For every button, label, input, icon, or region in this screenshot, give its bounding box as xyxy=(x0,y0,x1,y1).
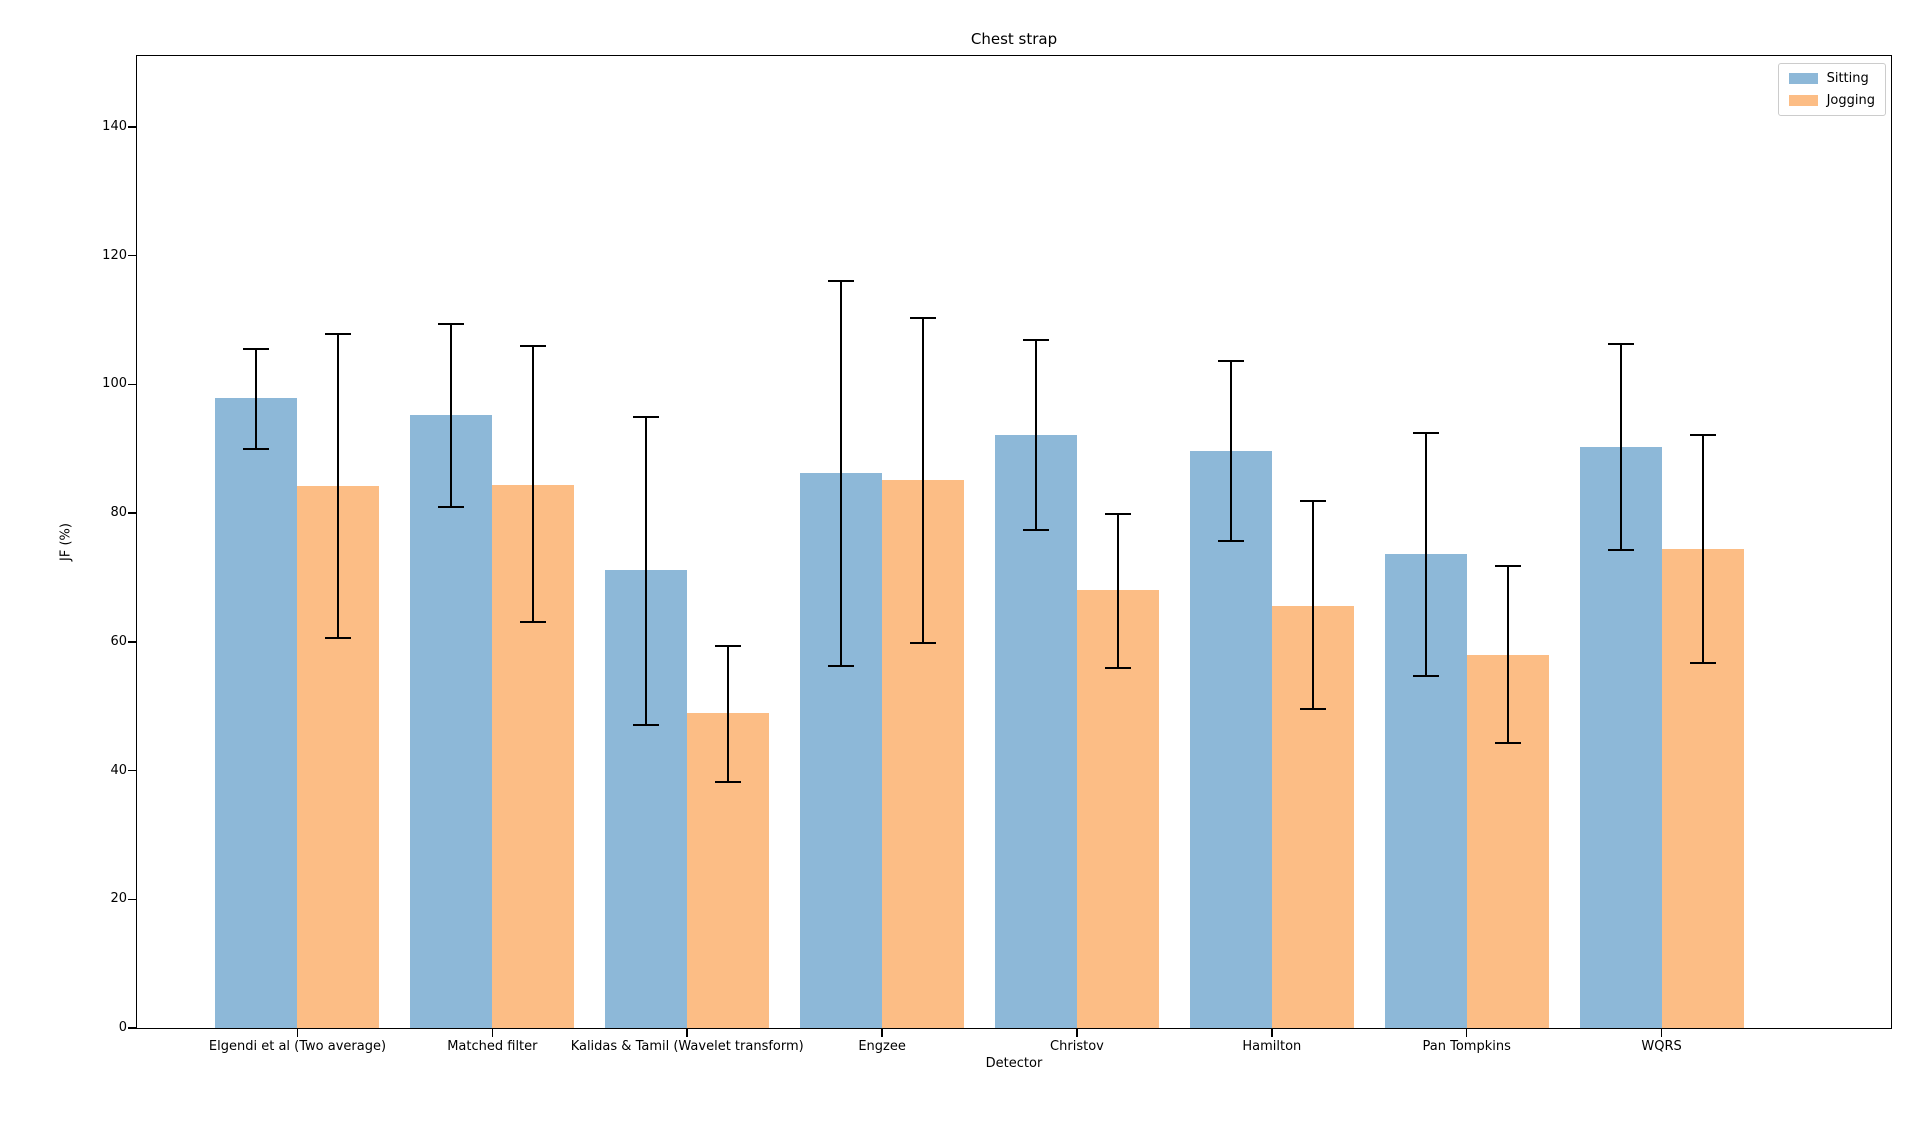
legend-swatch-jogging xyxy=(1788,95,1818,106)
error-bar-cap-bottom xyxy=(1022,528,1049,531)
legend-label-jogging: Jogging xyxy=(1826,93,1875,108)
error-bar-cap-top xyxy=(520,345,547,348)
error-bar-cap-top xyxy=(1689,433,1716,436)
error-bar-cap-bottom xyxy=(633,723,660,726)
legend-entry-jogging: Jogging xyxy=(1788,93,1875,108)
error-bar-cap-bottom xyxy=(1607,548,1634,551)
x-tick-label: Engzee xyxy=(858,1039,906,1054)
error-bar-line xyxy=(922,317,925,644)
legend: Sitting Jogging xyxy=(1777,63,1886,116)
error-bar-cap-top xyxy=(243,347,270,350)
x-tick-label: Hamilton xyxy=(1242,1039,1302,1054)
error-bar-cap-bottom xyxy=(1104,666,1131,669)
error-bar-cap-top xyxy=(828,279,855,282)
error-bar-cap-bottom xyxy=(910,642,937,645)
error-bar-cap-top xyxy=(715,644,742,647)
legend-swatch-sitting xyxy=(1788,73,1818,84)
x-tick-mark xyxy=(1660,1029,1663,1037)
error-bar-cap-bottom xyxy=(520,621,547,624)
error-bar-line xyxy=(727,645,730,783)
y-tick-mark xyxy=(128,383,136,386)
y-tick-mark xyxy=(128,254,136,257)
x-tick-label: Christov xyxy=(1050,1039,1104,1054)
x-tick-label: WQRS xyxy=(1641,1039,1682,1054)
error-bar-cap-top xyxy=(1299,499,1326,502)
y-tick-label: 0 xyxy=(118,1020,127,1035)
error-bar-cap-bottom xyxy=(243,447,270,450)
x-tick-label: Pan Tompkins xyxy=(1422,1039,1511,1054)
y-axis-label: JF (%) xyxy=(58,523,74,561)
error-bar-line xyxy=(255,348,258,449)
chart-title: Chest strap xyxy=(970,30,1058,48)
x-tick-mark xyxy=(1271,1029,1273,1037)
y-tick-label: 100 xyxy=(102,376,127,392)
y-tick-label: 60 xyxy=(110,633,127,649)
error-bar-line xyxy=(1619,343,1622,550)
error-bar-line xyxy=(450,323,453,507)
y-tick-mark xyxy=(128,641,136,643)
error-bar-line xyxy=(1506,566,1509,743)
error-bar-cap-bottom xyxy=(1217,539,1244,542)
error-bar-cap-top xyxy=(1104,513,1131,516)
bar-sitting xyxy=(410,415,493,1028)
error-bar-cap-bottom xyxy=(1494,741,1521,744)
y-tick-label: 40 xyxy=(110,762,127,778)
x-tick-label: Kalidas & Tamil (Wavelet transform) xyxy=(570,1039,804,1054)
error-bar-cap-top xyxy=(325,333,352,336)
x-tick-mark xyxy=(881,1029,883,1037)
y-tick-label: 120 xyxy=(102,247,127,263)
x-tick-label: Matched filter xyxy=(447,1039,538,1054)
error-bar-cap-bottom xyxy=(1412,674,1439,677)
error-bar-cap-bottom xyxy=(715,781,742,784)
y-tick-mark xyxy=(128,126,136,128)
error-bar-cap-top xyxy=(1607,342,1634,345)
x-tick-mark xyxy=(296,1029,299,1037)
y-tick-label: 20 xyxy=(110,891,127,907)
error-bar-cap-bottom xyxy=(828,665,855,668)
error-bar-cap-top xyxy=(1494,565,1521,568)
error-bar-line xyxy=(1116,514,1119,668)
y-tick-label: 140 xyxy=(102,118,127,134)
bar-sitting xyxy=(994,435,1077,1028)
error-bar-cap-top xyxy=(1217,360,1244,363)
x-tick-label: Elgendi et al (Two average) xyxy=(208,1039,387,1054)
error-bar-cap-bottom xyxy=(1689,662,1716,665)
legend-entry-sitting: Sitting xyxy=(1788,71,1875,86)
y-tick-label: 80 xyxy=(110,505,127,521)
error-bar-line xyxy=(1701,434,1704,664)
bar-sitting xyxy=(1189,451,1272,1028)
bar-sitting xyxy=(215,398,298,1028)
error-bar-line xyxy=(1311,500,1314,710)
error-bar-cap-top xyxy=(910,316,937,319)
error-bar-cap-top xyxy=(633,416,660,419)
error-bar-line xyxy=(532,346,535,623)
error-bar-cap-bottom xyxy=(438,505,465,508)
error-bar-cap-top xyxy=(438,322,465,325)
y-tick-mark xyxy=(128,769,136,772)
error-bar-cap-bottom xyxy=(1299,708,1326,711)
plot-area: Sitting Jogging 0 20 40 60 80 100 120 140 Elgend… xyxy=(102,55,1892,1054)
error-bar-line xyxy=(645,417,648,725)
error-bar-cap-top xyxy=(1022,338,1049,341)
x-tick-mark xyxy=(1076,1029,1078,1037)
error-bar-cap-bottom xyxy=(325,636,352,639)
error-bar-line xyxy=(840,280,843,667)
y-tick-mark xyxy=(128,1027,136,1029)
error-bar-cap-top xyxy=(1412,431,1439,434)
x-axis-label: Detector xyxy=(985,1056,1043,1071)
error-bar-line xyxy=(337,334,340,638)
x-tick-mark xyxy=(686,1029,688,1037)
legend-label-sitting: Sitting xyxy=(1826,71,1869,86)
x-tick-mark xyxy=(491,1029,494,1037)
y-tick-mark xyxy=(128,898,136,900)
error-bar-line xyxy=(1424,432,1427,676)
y-tick-mark xyxy=(128,512,136,514)
x-tick-mark xyxy=(1465,1029,1468,1037)
error-bar-line xyxy=(1229,361,1232,541)
error-bar-line xyxy=(1034,339,1037,530)
